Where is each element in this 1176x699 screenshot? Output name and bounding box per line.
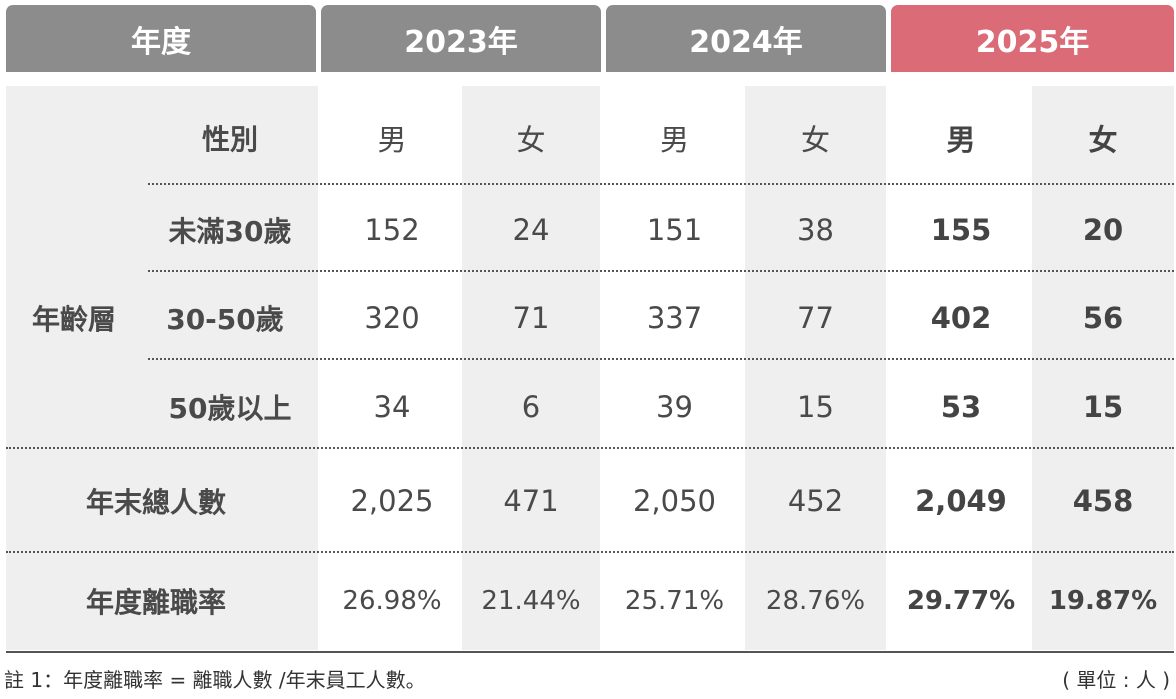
header-year-2023: 2023年 (321, 5, 601, 72)
under30-2025-male: 155 (930, 213, 992, 247)
rate-2024-female: 28.76% (765, 586, 866, 616)
age30to50-2023-female: 71 (512, 301, 550, 335)
total-2024-male: 2,050 (632, 484, 717, 518)
under30-2024-female: 38 (797, 213, 834, 247)
band-2024-female (745, 86, 886, 650)
under30-2023-female: 24 (512, 213, 550, 247)
under30-2025-female: 20 (1082, 213, 1124, 247)
age30to50-2025-female: 56 (1082, 301, 1124, 335)
gender-2024-male: 男 (659, 123, 689, 157)
rate-2024-male: 25.71% (624, 586, 725, 616)
over50-2023-female: 6 (521, 390, 541, 424)
unit-note: ( 單位 : 人 ) (1062, 668, 1170, 692)
divider-dotted (148, 270, 1174, 272)
divider-dotted (6, 551, 1174, 553)
total-2024-female: 452 (787, 484, 844, 518)
over50-2023-male: 34 (373, 390, 411, 424)
age-group-label: 年齡層 (31, 303, 116, 336)
rate-2023-male: 26.98% (342, 586, 442, 616)
divider-dotted (148, 358, 1174, 360)
age-30-50-label: 30-50歲 (166, 303, 284, 336)
over50-2024-female: 15 (797, 390, 834, 424)
divider-dotted (148, 183, 1174, 185)
rate-2023-female: 21.44% (481, 586, 581, 616)
year-end-total-label: 年末總人數 (85, 486, 226, 519)
gender-label: 性別 (201, 123, 258, 156)
over50-2025-female: 15 (1082, 390, 1124, 424)
rate-2025-female: 19.87% (1048, 586, 1158, 616)
header-year-2024: 2024年 (606, 5, 886, 72)
gender-2024-female: 女 (800, 123, 830, 157)
age30to50-2025-male: 402 (930, 301, 992, 335)
label-column-band (6, 86, 318, 650)
under30-2024-male: 151 (646, 213, 703, 247)
gender-2025-female: 女 (1088, 123, 1118, 157)
over50-2025-male: 53 (940, 390, 982, 424)
footnote-text: 註 1：年度離職率 = 離職人數 /年末員工人數。 (4, 668, 426, 692)
header-year-2025: 2025年 (891, 5, 1174, 72)
band-2023-female (462, 86, 600, 650)
gender-2023-female: 女 (516, 123, 546, 157)
age30to50-2024-male: 337 (646, 301, 703, 335)
age30to50-2023-male: 320 (364, 301, 420, 335)
age30to50-2024-female: 77 (797, 301, 834, 335)
gender-2023-male: 男 (377, 123, 407, 157)
total-2025-male: 2,049 (915, 484, 1007, 518)
age-under30-label: 未滿30歲 (168, 215, 292, 248)
divider-dotted (6, 447, 1174, 449)
band-2025-female (1032, 86, 1174, 650)
header-year-label: 年度 (6, 5, 316, 72)
total-2023-male: 2,025 (350, 484, 434, 518)
table-bottom-rule (6, 651, 1174, 653)
over50-2024-male: 39 (656, 390, 693, 424)
turnover-rate-label: 年度離職率 (85, 586, 226, 619)
rate-2025-male: 29.77% (906, 586, 1016, 616)
gender-2025-male: 男 (946, 123, 976, 157)
age-over50-label: 50歲以上 (168, 392, 292, 425)
total-2023-female: 471 (503, 484, 559, 518)
total-2025-female: 458 (1072, 484, 1134, 518)
under30-2023-male: 152 (364, 213, 420, 247)
